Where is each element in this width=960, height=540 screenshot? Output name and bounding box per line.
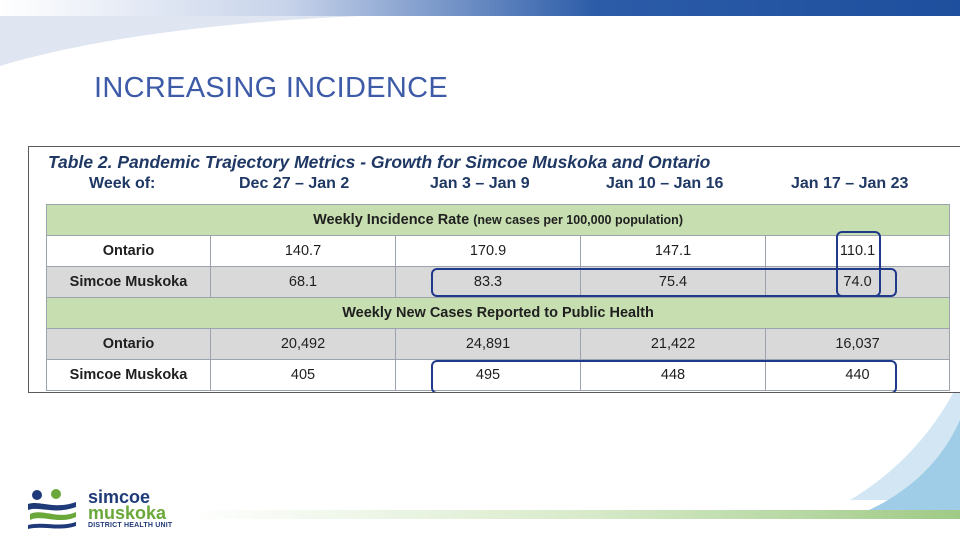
section-header-incidence-rate: Weekly Incidence Rate (new cases per 100… (45, 204, 951, 236)
table-row: Ontario 20,492 24,891 21,422 16,037 (46, 328, 951, 360)
table-cell: 140.7 (210, 235, 396, 267)
table-cell: 68.1 (210, 266, 396, 298)
table-cell: 170.9 (395, 235, 581, 267)
week-header-3: Jan 10 – Jan 16 (606, 175, 724, 192)
table-cell: 20,492 (210, 328, 396, 360)
region-label: Simcoe Muskoka (46, 359, 211, 391)
table-cell: 24,891 (395, 328, 581, 360)
table-cell: 21,422 (580, 328, 766, 360)
section-title: Weekly New Cases Reported to Public Heal… (45, 297, 951, 329)
highlight-box-simcoe-incidence (431, 268, 897, 297)
week-header-1: Dec 27 – Jan 2 (239, 175, 350, 192)
logo-line-2: muskoka (88, 503, 167, 523)
highlight-box-simcoe-cases (431, 360, 897, 392)
table-cell: 495 (395, 359, 581, 391)
simcoe-muskoka-logo: simcoe muskoka DISTRICT HEALTH UNIT (26, 488, 196, 532)
table-cell: 74.0 (764, 266, 951, 298)
logo-line-1: simcoe (88, 487, 151, 507)
table-row: Ontario 140.7 170.9 147.1 110.1 (46, 235, 951, 267)
table-cell: 440 (764, 359, 951, 391)
table-cell: 75.4 (580, 266, 766, 298)
trajectory-table-image: Table 2. Pandemic Trajectory Metrics - G… (28, 146, 960, 393)
week-header-4: Jan 17 – Jan 23 (791, 175, 909, 192)
week-header-2: Jan 3 – Jan 9 (430, 175, 530, 192)
table-cell: 83.3 (395, 266, 581, 298)
week-header-row: Week of: Dec 27 – Jan 2 Jan 3 – Jan 9 Ja… (29, 175, 960, 199)
section-note: (new cases per 100,000 population) (473, 213, 683, 227)
health-unit-logo-icon (28, 489, 76, 529)
week-of-label: Week of: (89, 175, 156, 192)
table-row: Simcoe Muskoka 68.1 83.3 75.4 74.0 (46, 266, 951, 298)
table-caption: Table 2. Pandemic Trajectory Metrics - G… (48, 152, 711, 172)
region-label: Simcoe Muskoka (46, 266, 211, 298)
table-cell: 147.1 (580, 235, 766, 267)
region-label: Ontario (46, 235, 211, 267)
table-row: Simcoe Muskoka 405 495 448 440 (46, 359, 951, 391)
section-header-new-cases: Weekly New Cases Reported to Public Heal… (45, 297, 951, 329)
highlight-box-latest-incidence (836, 231, 881, 297)
region-label: Ontario (46, 328, 211, 360)
logo-line-3: DISTRICT HEALTH UNIT (88, 522, 173, 529)
table-cell: 448 (580, 359, 766, 391)
slide-title: INCREASING INCIDENCE (94, 72, 449, 104)
table-cell: 110.1 (764, 235, 951, 267)
table-cell: 16,037 (764, 328, 951, 360)
metrics-table: Weekly Incidence Rate (new cases per 100… (45, 204, 951, 391)
section-title: Weekly Incidence Rate (313, 212, 470, 228)
table-cell: 405 (210, 359, 396, 391)
